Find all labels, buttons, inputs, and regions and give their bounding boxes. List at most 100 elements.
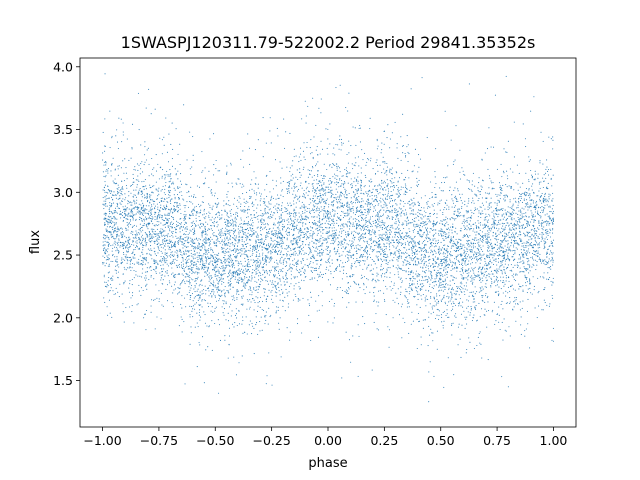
data-point: [453, 245, 455, 247]
data-point: [226, 211, 228, 213]
data-point: [122, 131, 124, 133]
data-point: [496, 235, 498, 237]
data-point: [139, 255, 141, 257]
data-point: [423, 264, 425, 266]
data-point: [449, 229, 451, 231]
data-point: [504, 240, 506, 242]
data-point: [301, 201, 303, 203]
data-point: [458, 323, 460, 325]
data-point: [118, 235, 120, 237]
data-point: [420, 266, 422, 268]
data-point: [115, 227, 117, 229]
data-point: [499, 185, 501, 187]
data-point: [173, 202, 176, 204]
data-point: [168, 255, 170, 257]
data-point: [474, 301, 476, 303]
data-point: [398, 250, 400, 252]
data-point: [161, 153, 163, 155]
data-point: [279, 280, 281, 282]
data-point: [358, 259, 360, 262]
data-point: [103, 248, 105, 250]
data-point: [411, 250, 414, 252]
data-point: [350, 184, 352, 186]
data-point: [217, 216, 219, 218]
data-point: [360, 260, 362, 262]
data-point: [246, 263, 248, 265]
data-point: [146, 288, 148, 290]
data-point: [107, 172, 109, 174]
data-point: [506, 196, 509, 198]
data-point: [443, 296, 445, 298]
data-point: [347, 257, 350, 259]
data-point: [430, 274, 432, 276]
data-point: [459, 253, 461, 255]
data-point: [217, 287, 219, 289]
data-point: [259, 227, 261, 229]
data-point: [326, 241, 329, 243]
data-point: [290, 240, 292, 242]
data-point: [475, 262, 477, 264]
data-point: [427, 279, 429, 281]
data-point: [439, 289, 441, 291]
data-point: [301, 205, 303, 207]
data-point: [370, 269, 372, 271]
data-point: [422, 270, 424, 272]
data-point: [424, 297, 426, 299]
data-point: [234, 260, 237, 262]
data-point: [383, 244, 385, 246]
data-point: [509, 227, 511, 229]
data-point: [411, 288, 413, 290]
data-point: [471, 246, 473, 248]
data-point: [488, 246, 490, 248]
data-point: [534, 250, 536, 252]
data-point: [497, 230, 499, 232]
data-point: [142, 244, 144, 246]
data-point: [141, 263, 143, 265]
data-point: [380, 263, 382, 265]
data-point: [512, 288, 514, 290]
data-point: [343, 266, 345, 268]
data-point: [377, 223, 379, 225]
data-point: [250, 223, 253, 225]
data-point: [479, 244, 481, 246]
data-point: [224, 210, 226, 212]
data-point: [528, 180, 530, 183]
data-point: [314, 219, 316, 222]
data-point: [309, 279, 311, 281]
data-point: [145, 205, 147, 207]
data-point: [410, 207, 412, 209]
data-point: [155, 255, 158, 257]
data-point: [382, 223, 384, 225]
data-point: [397, 273, 399, 275]
data-point: [513, 209, 515, 211]
data-point: [198, 272, 200, 274]
data-point: [484, 258, 486, 260]
data-point: [223, 232, 225, 234]
data-point: [352, 241, 354, 243]
data-point: [230, 212, 232, 215]
data-point: [495, 236, 497, 238]
data-point: [135, 270, 137, 272]
data-point: [370, 178, 372, 180]
data-point: [256, 266, 258, 268]
data-point: [446, 271, 449, 274]
data-point: [136, 242, 138, 244]
data-point: [300, 159, 302, 161]
data-point: [367, 251, 369, 253]
data-point: [202, 292, 204, 294]
data-point: [364, 293, 366, 295]
data-point: [529, 270, 531, 272]
data-point: [244, 229, 246, 231]
data-point: [140, 204, 142, 206]
data-point: [245, 246, 248, 248]
data-point: [527, 288, 529, 290]
data-point: [444, 266, 446, 268]
data-point: [468, 274, 470, 276]
data-point: [106, 314, 109, 316]
data-point: [342, 251, 344, 253]
data-point: [460, 356, 462, 359]
data-point: [472, 197, 474, 199]
data-point: [207, 274, 209, 276]
data-point: [504, 226, 506, 228]
data-point: [262, 256, 264, 258]
